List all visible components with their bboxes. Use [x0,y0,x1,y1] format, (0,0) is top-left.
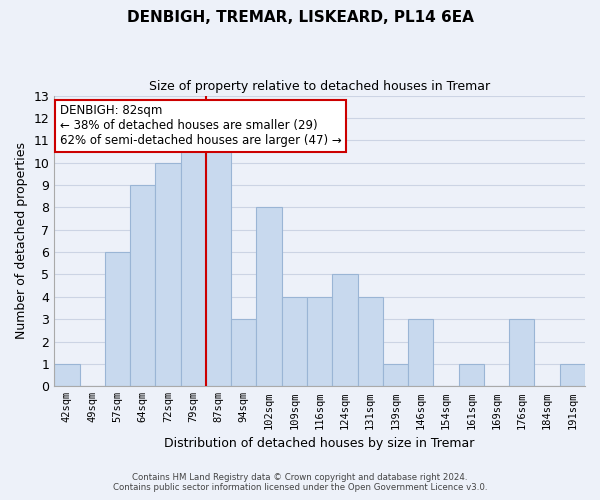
Bar [155,162,181,386]
Text: DENBIGH, TREMAR, LISKEARD, PL14 6EA: DENBIGH, TREMAR, LISKEARD, PL14 6EA [127,10,473,25]
Bar [181,140,206,386]
Bar [206,140,231,386]
Bar [256,208,282,386]
Bar [54,364,80,386]
Text: Contains HM Land Registry data © Crown copyright and database right 2024.
Contai: Contains HM Land Registry data © Crown c… [113,473,487,492]
Bar [358,297,383,386]
X-axis label: Distribution of detached houses by size in Tremar: Distribution of detached houses by size … [164,437,475,450]
Bar [105,252,130,386]
Bar [130,185,155,386]
Bar [408,319,433,386]
Bar [509,319,535,386]
Bar [307,297,332,386]
Bar [383,364,408,386]
Bar [560,364,585,386]
Title: Size of property relative to detached houses in Tremar: Size of property relative to detached ho… [149,80,490,93]
Text: DENBIGH: 82sqm
← 38% of detached houses are smaller (29)
62% of semi-detached ho: DENBIGH: 82sqm ← 38% of detached houses … [59,104,341,148]
Bar [282,297,307,386]
Bar [332,274,358,386]
Bar [458,364,484,386]
Bar [231,319,256,386]
Y-axis label: Number of detached properties: Number of detached properties [15,142,28,340]
